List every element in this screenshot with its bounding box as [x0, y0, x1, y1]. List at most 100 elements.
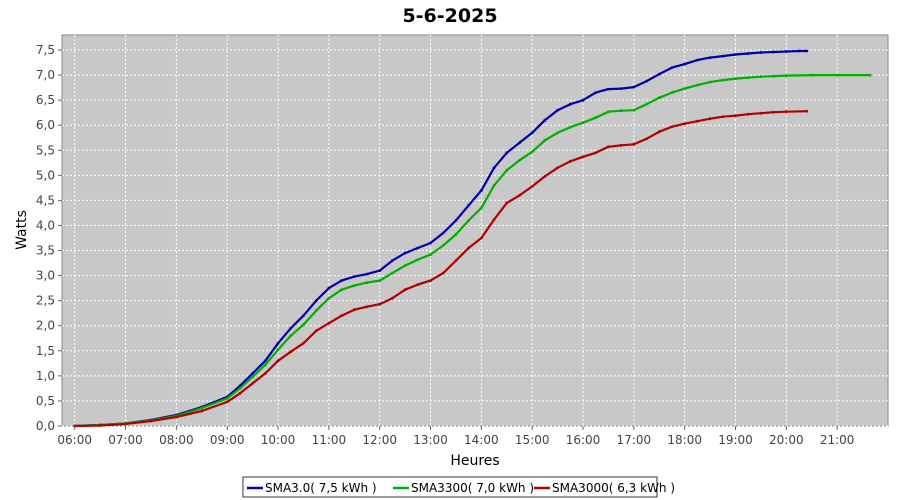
data-point: [645, 137, 648, 141]
data-point: [810, 73, 814, 77]
x-axis: 06:00 07:00 08:00 09:00 10:00 11:00 12:00 13:00…: [57, 426, 854, 447]
data-point: [263, 372, 267, 375]
data-point: [581, 98, 585, 102]
series-group: [73, 49, 872, 428]
data-point: [225, 397, 229, 400]
data-point: [645, 102, 648, 106]
data-point: [251, 372, 255, 375]
x-tick-label: 21:00: [820, 433, 855, 447]
data-point: [721, 115, 725, 119]
data-point: [784, 74, 788, 77]
x-tick-label: 19:00: [718, 433, 753, 447]
y-tick-label: 4,0: [36, 218, 55, 232]
y-tick-label: 0,0: [36, 419, 55, 433]
y-tick-label: 4,5: [36, 193, 55, 207]
y-tick-label: 2,0: [36, 319, 55, 333]
data-point: [441, 231, 445, 235]
legend-label: SMA3000( 6,3 kWh ): [552, 481, 675, 495]
data-point: [696, 119, 699, 123]
x-tick-label: 15:00: [515, 433, 550, 447]
data-point: [530, 150, 534, 154]
data-point: [721, 54, 725, 58]
data-point: [467, 219, 470, 222]
data-point: [149, 419, 153, 423]
data-point: [200, 406, 204, 410]
data-point: [200, 409, 204, 413]
data-point: [124, 422, 127, 426]
data-point: [225, 400, 229, 404]
data-point: [568, 159, 572, 163]
chart-title: 5-6-2025: [402, 5, 497, 27]
data-point: [327, 286, 331, 290]
data-point: [708, 117, 712, 121]
data-point: [568, 125, 572, 129]
data-point: [251, 375, 255, 379]
x-tick-label: 10:00: [261, 433, 296, 447]
data-point: [263, 359, 267, 363]
data-point: [708, 56, 712, 59]
x-tick-label: 18:00: [667, 433, 702, 447]
data-point: [556, 108, 559, 112]
data-point: [263, 363, 267, 367]
data-point: [505, 168, 509, 172]
data-point: [607, 110, 610, 114]
data-point: [683, 122, 687, 126]
data-point: [670, 125, 674, 129]
data-point: [518, 141, 521, 145]
data-point: [746, 76, 750, 79]
data-point: [632, 108, 636, 112]
data-point: [797, 49, 801, 53]
data-point: [581, 121, 585, 125]
data-point: [670, 66, 674, 69]
data-point: [759, 75, 763, 78]
data-point: [340, 279, 343, 282]
data-point: [327, 321, 331, 325]
x-tick-label: 11:00: [312, 433, 347, 447]
x-tick-label: 08:00: [159, 433, 194, 447]
x-tick-label: 12:00: [362, 433, 397, 447]
data-point: [480, 206, 483, 210]
series-line-1: [74, 73, 871, 428]
data-point: [556, 166, 559, 170]
data-point: [314, 299, 318, 303]
y-tick-label: 7,5: [36, 43, 55, 57]
legend-label: SMA3.0( 7,5 kWh ): [265, 481, 377, 495]
data-point: [365, 305, 369, 309]
data-point: [403, 288, 407, 292]
y-tick-label: 0,5: [36, 394, 55, 408]
data-point: [696, 83, 699, 87]
data-point: [302, 323, 305, 327]
data-point: [568, 102, 572, 106]
data-point: [805, 109, 809, 113]
data-point: [556, 131, 559, 135]
data-point: [454, 259, 458, 262]
data-point: [607, 145, 610, 149]
data-point: [378, 269, 382, 272]
data-point: [454, 233, 458, 236]
x-tick-label: 20:00: [769, 433, 804, 447]
data-point: [543, 138, 547, 142]
data-point: [403, 251, 407, 255]
data-point: [772, 74, 775, 78]
data-point: [683, 62, 687, 66]
x-tick-label: 07:00: [108, 433, 143, 447]
data-point: [416, 258, 420, 261]
data-point: [289, 326, 293, 330]
data-point: [480, 189, 483, 192]
data-point: [772, 110, 775, 114]
plot-area: [61, 34, 889, 427]
data-point: [429, 241, 432, 245]
data-point: [467, 246, 470, 250]
data-point: [467, 204, 470, 207]
y-tick-label: 6,0: [36, 118, 55, 132]
x-tick-label: 06:00: [57, 433, 92, 447]
data-point: [632, 85, 636, 89]
legend-box: [242, 476, 658, 498]
data-point: [289, 334, 293, 338]
y-tick-label: 2,5: [36, 294, 55, 308]
data-point: [378, 279, 382, 282]
data-point: [683, 87, 687, 90]
data-point: [314, 309, 318, 313]
data-point: [403, 264, 407, 267]
data-point: [276, 348, 280, 352]
